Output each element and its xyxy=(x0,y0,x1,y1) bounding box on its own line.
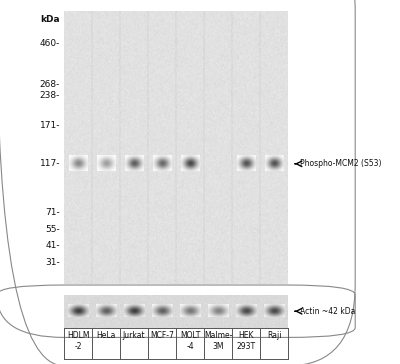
Text: 55-: 55- xyxy=(45,225,60,234)
Text: HDLM
-2: HDLM -2 xyxy=(67,331,89,351)
Text: kDa: kDa xyxy=(40,15,60,24)
Text: Jurkat: Jurkat xyxy=(123,331,145,340)
Text: MCF-7: MCF-7 xyxy=(150,331,174,340)
Text: Phospho-MCM2 (S53): Phospho-MCM2 (S53) xyxy=(300,159,382,168)
Text: HeLa: HeLa xyxy=(96,331,116,340)
Text: 31-: 31- xyxy=(45,258,60,266)
Text: 460-: 460- xyxy=(40,39,60,48)
Text: 71-: 71- xyxy=(45,209,60,217)
Text: HEK
293T: HEK 293T xyxy=(236,331,256,351)
Text: MOLT
-4: MOLT -4 xyxy=(180,331,200,351)
Text: 238-: 238- xyxy=(40,91,60,100)
Text: 268-: 268- xyxy=(40,80,60,89)
Text: Actin ~42 kDa: Actin ~42 kDa xyxy=(300,307,355,316)
Text: 171-: 171- xyxy=(40,121,60,130)
Text: Raji: Raji xyxy=(267,331,281,340)
Text: 117-: 117- xyxy=(40,159,60,168)
Text: Malme-
3M: Malme- 3M xyxy=(204,331,232,351)
Text: 41-: 41- xyxy=(45,241,60,250)
